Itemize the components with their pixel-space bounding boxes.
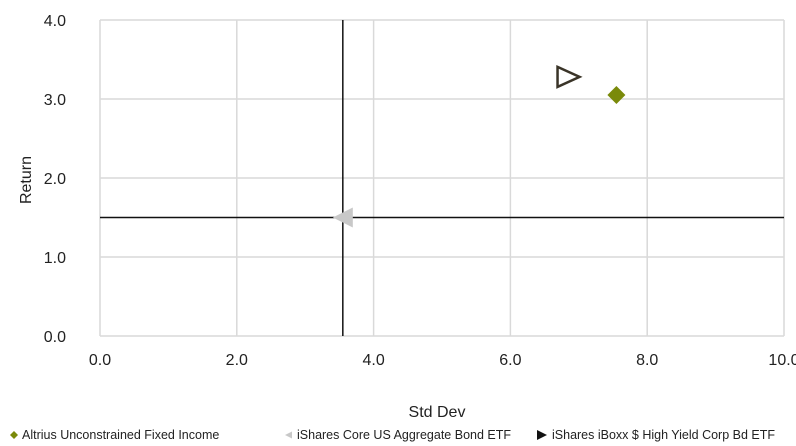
x-tick-label: 2.0 [226,352,248,369]
chart-legend: Altrius Unconstrained Fixed Income iShar… [0,428,796,446]
x-tick-label: 6.0 [499,352,521,369]
x-axis-title: Std Dev [409,404,466,421]
data-point-ishares-agg [332,207,353,228]
y-tick-label: 2.0 [44,171,66,188]
legend-label: iShares iBoxx $ High Yield Corp Bd ETF [552,428,776,442]
diamond-marker-icon [10,431,18,439]
reference-lines [100,20,784,336]
x-tick-label: 0.0 [89,352,111,369]
legend-item-ishares-agg: iShares Core US Aggregate Bond ETF [285,428,511,442]
legend-item-altrius: Altrius Unconstrained Fixed Income [10,428,219,442]
data-point-ishares-hy [556,64,583,89]
triangle-right-marker-icon [537,430,547,440]
y-tick-label: 1.0 [44,250,66,267]
triangle-left-marker-icon [285,431,292,439]
x-tick-label: 8.0 [636,352,658,369]
x-tick-label: 4.0 [362,352,384,369]
y-axis-title: Return [18,156,35,204]
y-tick-label: 3.0 [44,92,66,109]
x-tick-label: 10.0 [768,352,796,369]
legend-label: iShares Core US Aggregate Bond ETF [297,428,512,442]
tick-labels: 0.0 2.0 4.0 6.0 8.0 10.0 0.0 1.0 2.0 3.0 4.0 [44,13,796,369]
legend-item-ishares-hy: iShares iBoxx $ High Yield Corp Bd ETF [536,428,775,442]
data-point-altrius [607,86,626,105]
y-tick-label: 4.0 [44,13,66,30]
chart-grid [99,19,785,337]
data-points [332,64,626,228]
y-tick-label: 0.0 [44,329,66,346]
legend-label: Altrius Unconstrained Fixed Income [22,428,220,442]
scatter-chart: 0.0 2.0 4.0 6.0 8.0 10.0 0.0 1.0 2.0 3.0 4.0 Std D… [18,13,796,421]
